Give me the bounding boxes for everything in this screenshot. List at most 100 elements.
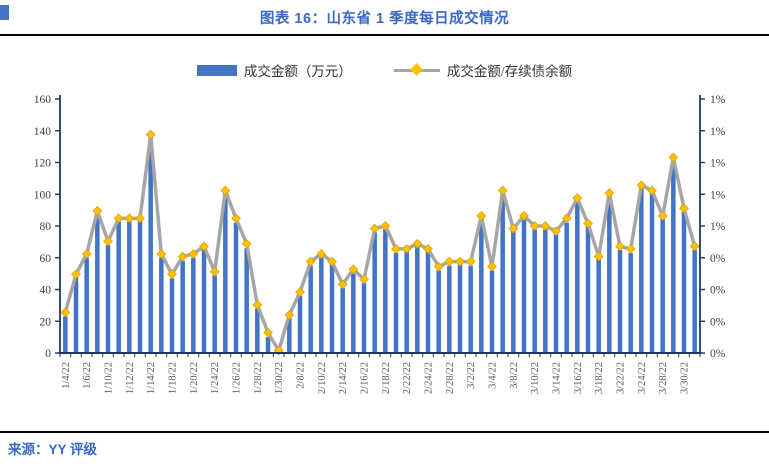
- bar: [244, 248, 249, 353]
- bar: [127, 221, 132, 353]
- line-marker-diamond: [433, 261, 444, 272]
- line-marker-diamond: [284, 310, 295, 320]
- line-marker-diamond: [305, 256, 316, 267]
- bar: [223, 192, 228, 353]
- bar: [116, 221, 121, 353]
- line-marker-diamond: [316, 249, 327, 259]
- top-divider: [0, 34, 769, 36]
- line-marker-diamond: [337, 279, 348, 290]
- bar: [201, 249, 207, 353]
- line-marker-diamond: [625, 243, 636, 254]
- line-marker-diamond: [615, 241, 625, 252]
- bar: [607, 195, 612, 353]
- bar: [329, 264, 335, 353]
- bar: [575, 202, 580, 353]
- x-axis-date-label: 1/4/22: [61, 362, 72, 389]
- line-marker-diamond: [668, 152, 679, 163]
- line-marker-diamond: [519, 210, 529, 221]
- line-marker-diamond: [327, 256, 337, 267]
- line-marker-diamond: [679, 203, 689, 214]
- right-axis-tick-label: 1%: [710, 158, 726, 170]
- bar: [681, 211, 687, 353]
- line-marker-diamond: [380, 221, 391, 231]
- left-axis-tick-label: 40: [40, 285, 52, 297]
- right-axis-tick-label: 0%: [710, 285, 726, 297]
- bar: [212, 275, 217, 353]
- legend-item-bar: 成交金额（万元）: [196, 60, 352, 80]
- line-marker-diamond: [657, 210, 668, 221]
- line-marker-diamond: [369, 223, 380, 234]
- bar: [137, 221, 143, 353]
- line-marker-diamond: [540, 221, 551, 231]
- line-marker-diamond: [465, 256, 476, 267]
- x-axis-date-label: 2/18/22: [381, 362, 392, 394]
- left-axis-tick-label: 140: [34, 126, 52, 138]
- line-marker-diamond: [156, 249, 167, 259]
- line-marker-diamond: [593, 251, 604, 262]
- bar: [361, 283, 367, 353]
- line-marker-diamond: [103, 236, 113, 247]
- right-axis-tick-label: 0%: [710, 253, 726, 265]
- x-axis-date-label: 3/8/22: [509, 362, 520, 389]
- line-marker-diamond: [71, 269, 81, 280]
- bar: [169, 278, 175, 353]
- x-axis-date-label: 1/26/22: [232, 362, 243, 394]
- line-marker-diamond: [359, 274, 369, 285]
- source-note: 来源：YY 评级: [8, 442, 98, 457]
- line-marker-diamond: [423, 243, 433, 254]
- bar: [639, 187, 644, 353]
- line-marker-diamond: [263, 327, 273, 338]
- x-axis-date-label: 3/18/22: [594, 362, 605, 394]
- bar: [404, 251, 409, 353]
- bar: [415, 246, 420, 353]
- x-axis-date-label: 3/10/22: [530, 362, 541, 394]
- bar: [319, 257, 324, 353]
- bar: [564, 222, 569, 353]
- line-marker-swatch-icon: [393, 63, 440, 76]
- line-marker-diamond: [647, 185, 657, 196]
- left-axis-tick-label: 20: [40, 316, 52, 328]
- bar: [692, 249, 697, 353]
- line-marker-diamond: [145, 129, 156, 140]
- right-axis-tick-label: 0%: [710, 348, 726, 360]
- bar: [180, 260, 185, 353]
- legend-line-label: 成交金额/存续债余额: [446, 64, 573, 79]
- right-axis-tick-label: 1%: [710, 221, 726, 233]
- bar: [351, 273, 356, 354]
- x-axis-date-label: 3/14/22: [552, 362, 563, 394]
- legend-bar-label: 成交金额（万元）: [243, 64, 352, 79]
- line-marker-diamond: [92, 205, 103, 216]
- x-axis-date-label: 2/8/22: [296, 362, 307, 389]
- bar: [628, 252, 633, 353]
- bar: [617, 249, 623, 353]
- bar: [585, 226, 591, 353]
- page-edge-accent: [0, 5, 9, 20]
- line-marker-diamond: [188, 249, 199, 259]
- line-marker-diamond: [241, 238, 252, 249]
- bar: [191, 257, 196, 353]
- line-marker-diamond: [636, 180, 647, 191]
- bar: [73, 276, 79, 353]
- bar: [649, 192, 655, 353]
- left-axis-tick-label: 60: [40, 253, 52, 265]
- x-axis-date-label: 2/28/22: [445, 362, 456, 394]
- x-axis-date-label: 3/2/22: [466, 362, 477, 389]
- x-axis-date-label: 2/22/22: [402, 362, 413, 394]
- bar: [340, 287, 345, 353]
- bottom-divider: [0, 431, 769, 433]
- ratio-line: [63, 132, 697, 353]
- x-axis-date-label: 3/24/22: [637, 362, 648, 394]
- bar-swatch-icon: [196, 64, 237, 76]
- line-marker-diamond: [81, 249, 92, 259]
- bar: [159, 257, 164, 353]
- legend-item-line: 成交金额/存续债余额: [393, 60, 573, 80]
- bar: [436, 270, 441, 353]
- x-axis-date-label: 2/10/22: [317, 362, 328, 394]
- line-marker-diamond: [529, 221, 540, 231]
- line-marker-diamond: [455, 256, 465, 267]
- left-axis-tick-label: 160: [34, 94, 52, 106]
- bar: [148, 137, 153, 353]
- x-axis-date-label: 1/10/22: [104, 362, 115, 394]
- x-axis-date-label: 1/18/22: [168, 362, 179, 394]
- line-marker-diamond: [124, 213, 135, 224]
